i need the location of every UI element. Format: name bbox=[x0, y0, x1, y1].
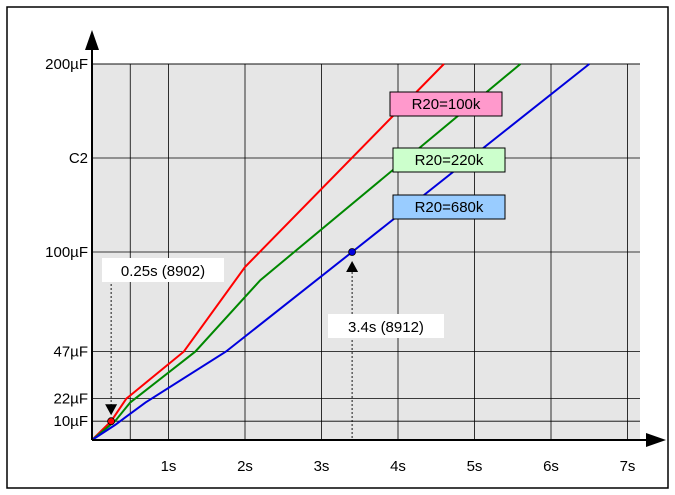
annotation-label-box bbox=[102, 258, 224, 282]
annotations: 0.25s (8902) 3.4s (8912) bbox=[102, 248, 444, 426]
series-line bbox=[91, 63, 590, 441]
series-labels: R20=100k R20=220k R20=680k bbox=[389, 91, 506, 220]
x-axis-arrow bbox=[646, 433, 666, 447]
annotation-point bbox=[107, 417, 116, 426]
x-tick-labels: 1s 2s 3s 4s 5s 6s 7s bbox=[161, 458, 636, 475]
series-label-box bbox=[392, 194, 506, 220]
annotation-arrow bbox=[105, 404, 118, 416]
y-tick-labels: 10µF 22µF 47µF 100µF C2 200µF bbox=[45, 56, 88, 430]
annotation-label: 0.25s (8902) bbox=[121, 263, 205, 280]
y-tick-label: 47µF bbox=[54, 344, 89, 361]
annotation-arrow bbox=[346, 261, 359, 272]
y-tick-label: C2 bbox=[69, 150, 88, 167]
y-tick-label: 22µF bbox=[54, 391, 89, 408]
y-tick-label: 100µF bbox=[45, 244, 88, 261]
annotation-point bbox=[348, 248, 357, 256]
y-tick-label: 10µF bbox=[54, 413, 89, 430]
axes bbox=[85, 30, 666, 447]
series-label-box bbox=[392, 147, 506, 173]
series-line bbox=[91, 63, 445, 441]
annotation-label: 3.4s (8912) bbox=[348, 319, 424, 336]
series-label: R20=220k bbox=[415, 152, 484, 169]
x-tick-label: 6s bbox=[543, 458, 559, 475]
x-tick-label: 1s bbox=[161, 458, 177, 475]
series-label: R20=680k bbox=[415, 199, 484, 216]
y-tick-label: 200µF bbox=[45, 56, 88, 73]
x-tick-label: 3s bbox=[314, 458, 330, 475]
series-label-box bbox=[389, 91, 503, 117]
annotation-guides bbox=[110, 272, 353, 440]
annotation-label-box bbox=[328, 314, 444, 338]
series-label: R20=100k bbox=[412, 96, 481, 113]
x-tick-label: 5s bbox=[467, 458, 483, 475]
x-tick-label: 4s bbox=[390, 458, 406, 475]
x-tick-label: 2s bbox=[237, 458, 253, 475]
x-tick-label: 7s bbox=[620, 458, 636, 475]
y-axis-arrow bbox=[85, 30, 99, 50]
